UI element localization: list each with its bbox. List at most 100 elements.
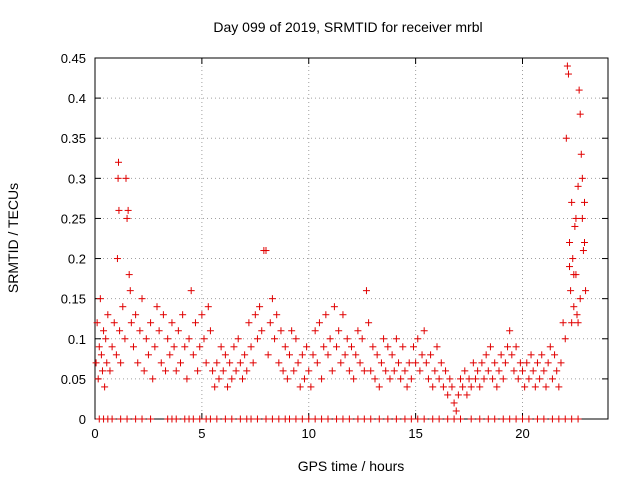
data-point-zero xyxy=(333,415,341,423)
data-point xyxy=(249,359,257,367)
data-point xyxy=(450,399,458,407)
data-point xyxy=(418,351,426,359)
data-point xyxy=(533,359,541,367)
data-point xyxy=(315,319,323,327)
data-point-zero xyxy=(407,415,415,423)
data-point xyxy=(279,367,287,375)
data-point xyxy=(226,359,234,367)
x-tick-label: 0 xyxy=(91,426,98,441)
data-point-zero xyxy=(268,415,276,423)
data-point xyxy=(172,367,180,375)
data-point xyxy=(129,343,137,351)
data-point xyxy=(132,311,140,319)
data-point xyxy=(504,343,512,351)
data-point xyxy=(414,335,422,343)
data-point-zero xyxy=(172,415,180,423)
plot-frame xyxy=(94,57,609,420)
data-point-zero xyxy=(367,415,375,423)
data-point-zero xyxy=(286,415,294,423)
data-point-zero xyxy=(401,415,409,423)
data-point xyxy=(557,359,565,367)
data-point xyxy=(536,375,544,383)
data-point xyxy=(136,327,144,335)
data-point xyxy=(540,367,548,375)
data-point-zero xyxy=(467,415,475,423)
data-point xyxy=(497,351,505,359)
data-point xyxy=(484,367,492,375)
data-point xyxy=(435,375,443,383)
data-point-zero xyxy=(247,415,255,423)
data-point xyxy=(232,367,240,375)
data-point xyxy=(281,343,289,351)
data-point xyxy=(392,335,400,343)
data-point xyxy=(271,335,279,343)
data-point-zero xyxy=(414,415,422,423)
data-point xyxy=(525,375,533,383)
data-point xyxy=(123,214,131,222)
data-point xyxy=(578,214,586,222)
data-point xyxy=(98,367,106,375)
data-point xyxy=(142,335,150,343)
data-point xyxy=(245,319,253,327)
axis-ticks: 0 0.05 0.1 0.15 0.2 0.25 0.3 0.35 0.4 0.45 0 5 10 15 2… xyxy=(61,51,608,441)
data-point xyxy=(570,303,578,311)
data-point xyxy=(288,327,296,335)
data-point xyxy=(427,351,435,359)
data-point xyxy=(93,319,101,327)
data-point-zero xyxy=(339,415,347,423)
data-point xyxy=(514,375,522,383)
data-point xyxy=(305,367,313,375)
data-point xyxy=(307,383,315,391)
data-point xyxy=(112,351,120,359)
data-point xyxy=(127,319,135,327)
data-point xyxy=(124,206,132,214)
data-point xyxy=(200,335,208,343)
x-tick-label: 15 xyxy=(408,426,422,441)
data-point xyxy=(512,343,520,351)
data-point xyxy=(126,287,134,295)
data-point-zero xyxy=(189,415,197,423)
data-point xyxy=(386,375,394,383)
data-point xyxy=(298,351,306,359)
data-point xyxy=(362,287,370,295)
data-point xyxy=(454,391,462,399)
y-tick-label: 0.25 xyxy=(61,211,86,226)
data-point xyxy=(424,375,432,383)
data-point xyxy=(258,327,266,335)
data-point xyxy=(397,375,405,383)
data-point xyxy=(275,359,283,367)
data-point xyxy=(523,359,531,367)
data-point xyxy=(531,383,539,391)
data-point xyxy=(567,287,575,295)
data-point xyxy=(566,239,574,247)
data-point xyxy=(253,335,261,343)
data-point xyxy=(290,367,298,375)
data-point xyxy=(164,335,172,343)
data-point xyxy=(491,359,499,367)
data-point-zero xyxy=(384,415,392,423)
data-point xyxy=(322,311,330,319)
data-point xyxy=(367,367,375,375)
data-point xyxy=(138,295,146,303)
data-point-zero xyxy=(311,415,319,423)
data-point-zero xyxy=(298,415,306,423)
data-point xyxy=(553,367,561,375)
data-point xyxy=(538,351,546,359)
data-point xyxy=(264,351,272,359)
data-point xyxy=(354,327,362,335)
data-points xyxy=(92,62,590,423)
data-point xyxy=(572,214,580,222)
data-point xyxy=(174,327,182,335)
data-point xyxy=(185,335,193,343)
data-point xyxy=(273,311,281,319)
data-point xyxy=(356,359,364,367)
data-point xyxy=(219,367,227,375)
data-point xyxy=(170,343,178,351)
x-tick-label: 5 xyxy=(198,426,205,441)
data-point xyxy=(412,359,420,367)
data-point-zero xyxy=(275,415,283,423)
data-point-zero xyxy=(392,415,400,423)
data-point-zero xyxy=(138,415,146,423)
data-point xyxy=(576,295,584,303)
